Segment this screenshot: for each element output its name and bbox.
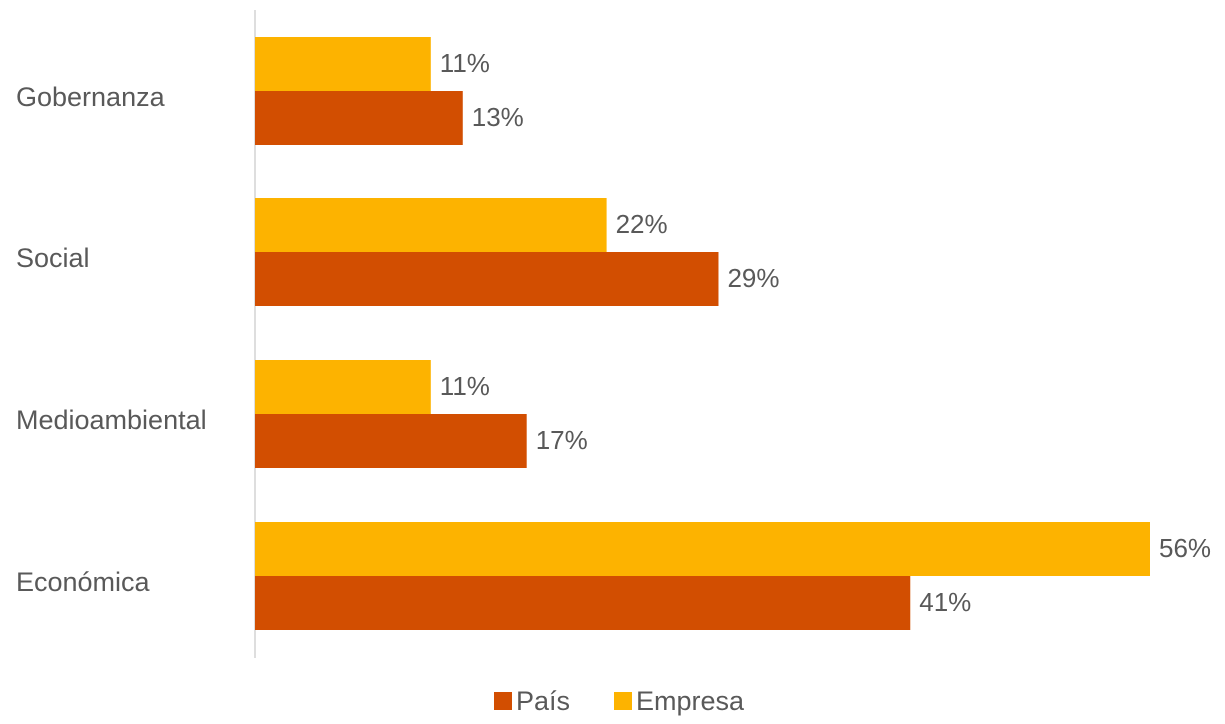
legend-label-empresa: Empresa: [636, 686, 745, 716]
category-label-economica: Económica: [16, 567, 151, 597]
data-label-pais-social: 29%: [727, 263, 779, 293]
bar-pais-social: [255, 252, 719, 306]
bar-empresa-social: [255, 198, 607, 252]
data-label-pais-gobernanza: 13%: [472, 102, 524, 132]
legend-swatch-empresa: [614, 692, 632, 710]
data-label-empresa-medioambiental: 11%: [440, 371, 490, 401]
legend-label-pais: País: [516, 686, 570, 716]
data-label-pais-economica: 41%: [919, 587, 971, 617]
bar-pais-gobernanza: [255, 91, 463, 145]
bar-empresa-gobernanza: [255, 37, 431, 91]
bar-empresa-economica: [255, 522, 1150, 576]
labels-layer: Gobernanza 11% 13% Social 22% 29% Medioambient…: [16, 48, 1211, 617]
data-label-pais-medioambiental: 17%: [536, 425, 588, 455]
data-label-empresa-social: 22%: [616, 209, 668, 239]
bar-pais-economica: [255, 576, 911, 630]
bar-empresa-medioambiental: [255, 360, 431, 414]
category-label-gobernanza: Gobernanza: [16, 82, 166, 112]
category-label-social: Social: [16, 243, 90, 273]
legend-swatch-pais: [494, 692, 512, 710]
bars-layer: [254, 10, 1150, 658]
data-label-empresa-gobernanza: 11%: [440, 48, 490, 78]
legend: País Empresa: [494, 686, 745, 716]
data-label-empresa-economica: 56%: [1159, 533, 1211, 563]
bar-pais-medioambiental: [255, 414, 527, 468]
category-label-medioambiental: Medioambiental: [16, 405, 207, 435]
